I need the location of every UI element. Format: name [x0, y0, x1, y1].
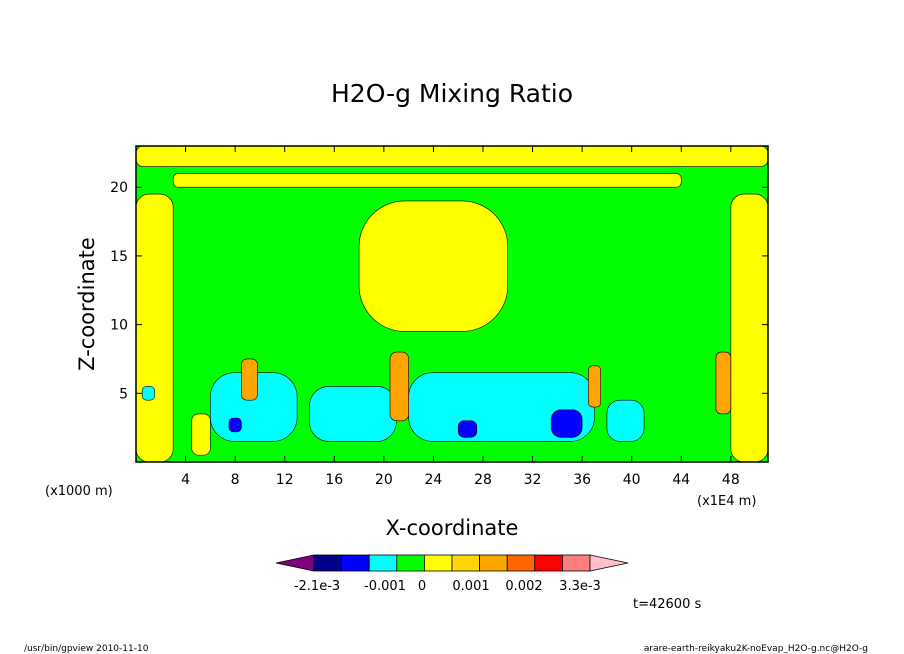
x-tick-label-4: 20 — [375, 472, 393, 488]
colorbar-label-1: -0.001 — [364, 579, 406, 594]
colorbar-label-4: 0.002 — [505, 579, 542, 594]
region-negative-4 — [141, 386, 155, 401]
colorbar-box-8 — [506, 554, 536, 572]
region-plume-2 — [588, 365, 602, 408]
x-tick-label-2: 12 — [276, 472, 294, 488]
colorbar-arrow-high — [589, 554, 629, 572]
colorbar-arrow-low — [275, 554, 315, 572]
colorbar-label-0: -2.1e-3 — [294, 579, 340, 594]
x-axis-label: X-coordinate — [386, 516, 519, 540]
colorbar-box-2 — [341, 554, 370, 572]
region-most_negative-1 — [457, 420, 478, 438]
plot-area — [135, 145, 769, 463]
region-positive-4 — [358, 200, 509, 332]
x-tick-label-1: 8 — [231, 472, 240, 488]
plot-frame — [135, 145, 769, 463]
y-tick-label-3: 20 — [110, 180, 128, 196]
y-axis-label: Z-coordinate — [75, 237, 99, 371]
x-unit-left: (x1000 m) — [45, 484, 113, 499]
region-plume-1 — [389, 351, 409, 422]
region-positive-2 — [135, 193, 174, 463]
x-tick-label-8: 36 — [573, 472, 591, 488]
colorbar-box-6 — [451, 554, 481, 572]
footer-left: /usr/bin/gpview 2010-11-10 — [24, 644, 149, 654]
colorbar-label-5: 3.3e-3 — [559, 579, 601, 594]
region-negative-3 — [606, 399, 645, 442]
x-unit-right: (x1E4 m) — [697, 494, 756, 509]
region-most_negative-2 — [550, 409, 583, 438]
x-tick-label-7: 32 — [524, 472, 542, 488]
region-positive-3 — [730, 193, 769, 463]
region-positive-5 — [191, 413, 211, 456]
x-axis: 4 8 12 16 20 24 28 32 36 40 44 48 — [181, 146, 740, 488]
colorbar-box-1 — [313, 554, 343, 572]
region-positive-0 — [135, 145, 769, 167]
colorbar: -2.1e-3 -0.001 0 0.001 0.002 3.3e-3 — [275, 554, 629, 594]
colorbar-box-4 — [396, 554, 425, 572]
region-positive-1 — [172, 173, 682, 188]
colorbar-box-7 — [479, 554, 508, 572]
y-tick-label-1: 10 — [110, 318, 128, 334]
x-tick-label-6: 28 — [474, 472, 492, 488]
region-plume-0 — [241, 358, 258, 401]
x-tick-label-11: 48 — [722, 472, 740, 488]
x-tick-label-5: 24 — [424, 472, 442, 488]
region-most_negative-0 — [228, 417, 242, 433]
region-negative-1 — [309, 386, 397, 442]
colorbar-box-9 — [534, 554, 563, 572]
y-tick-label-2: 15 — [110, 249, 128, 265]
footer-right: arare-earth-reikyaku2K-noEvap_H2O-g.nc@H… — [644, 644, 868, 654]
y-tick-label-0: 5 — [119, 386, 128, 402]
colorbar-label-2: 0 — [418, 579, 426, 594]
colorbar-box-3 — [368, 554, 398, 572]
chart-title: H2O-g Mixing Ratio — [331, 79, 573, 108]
x-tick-label-3: 16 — [325, 472, 343, 488]
y-axis: 5 10 15 20 — [110, 180, 768, 402]
x-tick-label-10: 44 — [672, 472, 690, 488]
colorbar-box-10 — [562, 554, 591, 572]
time-label: t=42600 s — [633, 597, 701, 612]
colorbar-box-5 — [423, 554, 453, 572]
region-plume-3 — [715, 351, 732, 415]
x-tick-label-0: 4 — [181, 472, 190, 488]
colorbar-label-3: 0.001 — [452, 579, 489, 594]
x-tick-label-9: 40 — [623, 472, 641, 488]
